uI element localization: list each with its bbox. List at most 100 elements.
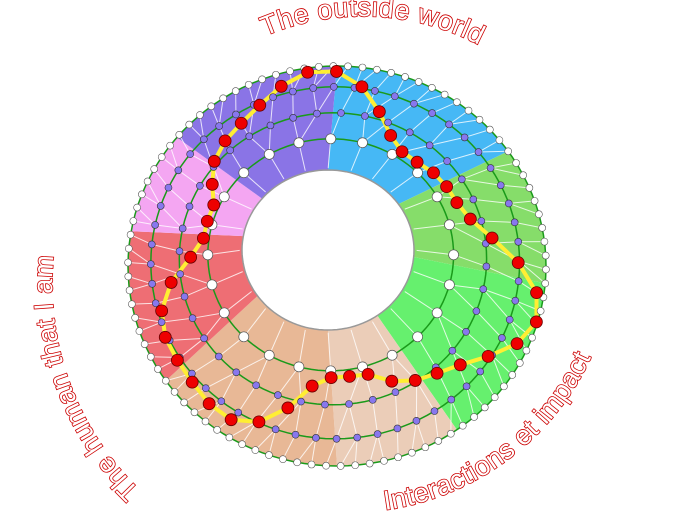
outer-node bbox=[154, 365, 162, 373]
spoke bbox=[491, 354, 513, 376]
spoke bbox=[501, 337, 521, 364]
mid-node bbox=[393, 424, 402, 433]
spoke bbox=[481, 220, 515, 223]
outer-node bbox=[207, 102, 216, 111]
mid-node bbox=[252, 381, 260, 390]
spoke bbox=[413, 224, 450, 230]
mid-node bbox=[180, 292, 189, 301]
mid-node bbox=[510, 218, 519, 227]
spoke bbox=[404, 196, 438, 210]
outer-node bbox=[126, 230, 135, 239]
nodes bbox=[124, 62, 550, 470]
spoke bbox=[340, 437, 358, 467]
path-node bbox=[529, 315, 543, 329]
mid-node bbox=[274, 391, 282, 399]
inner-node bbox=[412, 331, 423, 343]
spoke bbox=[409, 112, 433, 133]
spoke bbox=[413, 94, 445, 105]
spoke bbox=[253, 79, 263, 105]
path-node bbox=[184, 250, 198, 264]
spoke bbox=[229, 421, 257, 438]
path-node bbox=[343, 369, 356, 383]
mid-node bbox=[291, 430, 300, 439]
mid-node bbox=[289, 113, 297, 122]
spoke bbox=[449, 224, 486, 244]
outer-node bbox=[336, 462, 345, 470]
spoke bbox=[508, 200, 535, 204]
spoke bbox=[236, 354, 270, 373]
mid-node bbox=[148, 280, 156, 288]
spoke bbox=[298, 329, 306, 367]
outer-node bbox=[146, 352, 155, 361]
spoke bbox=[415, 420, 426, 448]
inner-node bbox=[386, 148, 398, 160]
mid-node bbox=[511, 296, 520, 305]
mid-node bbox=[337, 109, 345, 117]
outer-node bbox=[387, 69, 395, 77]
spoke bbox=[130, 234, 153, 245]
outer-node bbox=[480, 403, 489, 412]
outer-node bbox=[196, 111, 204, 119]
mid-node bbox=[462, 382, 471, 391]
mid-node bbox=[368, 396, 377, 404]
spoke bbox=[394, 392, 398, 429]
outer-node bbox=[541, 279, 550, 288]
inner-node bbox=[431, 307, 443, 319]
spoke bbox=[461, 167, 491, 180]
spoke bbox=[311, 437, 317, 465]
spoke bbox=[135, 317, 162, 323]
outer-node bbox=[272, 70, 280, 79]
spoke bbox=[476, 310, 503, 339]
mid-node bbox=[289, 87, 297, 96]
outer-node bbox=[458, 421, 467, 430]
mid-node bbox=[496, 181, 505, 190]
mid-node bbox=[373, 430, 382, 438]
path-node bbox=[440, 180, 454, 194]
spoke bbox=[429, 136, 465, 146]
mid-node bbox=[188, 314, 197, 322]
outer-node bbox=[486, 125, 494, 134]
outer-node bbox=[131, 313, 139, 322]
outer-node bbox=[170, 388, 179, 396]
outer-node bbox=[133, 203, 141, 212]
outer-node bbox=[322, 461, 330, 470]
path-node bbox=[510, 337, 524, 350]
path-node bbox=[200, 214, 214, 228]
mid-node bbox=[498, 334, 506, 342]
outer-node bbox=[143, 177, 152, 186]
spoke bbox=[191, 356, 220, 374]
outer-node bbox=[175, 130, 184, 139]
spoke bbox=[155, 296, 185, 304]
spoke bbox=[312, 87, 318, 114]
spoke bbox=[453, 254, 487, 267]
mid-node bbox=[390, 92, 399, 101]
outer-node bbox=[138, 190, 146, 199]
mid-node bbox=[412, 416, 421, 425]
spoke bbox=[404, 291, 438, 314]
spoke bbox=[394, 81, 419, 97]
spoke bbox=[483, 288, 516, 302]
mid-node bbox=[458, 175, 466, 184]
mid-node bbox=[514, 277, 523, 285]
outer-node bbox=[190, 408, 199, 417]
outer-node bbox=[124, 258, 132, 267]
spoke bbox=[205, 400, 222, 422]
outer-node bbox=[150, 165, 159, 173]
outer-node bbox=[538, 224, 546, 232]
path-node bbox=[224, 413, 238, 427]
mid-node bbox=[232, 368, 241, 377]
path-node bbox=[355, 80, 369, 94]
spoke bbox=[449, 119, 480, 125]
spoke bbox=[354, 437, 358, 466]
spoke bbox=[461, 178, 501, 186]
spoke bbox=[473, 198, 509, 204]
spoke bbox=[509, 319, 533, 339]
outer-node bbox=[408, 448, 416, 457]
spoke bbox=[413, 271, 450, 286]
spoke bbox=[169, 145, 179, 171]
spoke bbox=[466, 386, 475, 418]
outer-node bbox=[535, 210, 543, 219]
path-node bbox=[274, 79, 288, 93]
outer-node bbox=[542, 265, 550, 274]
mid-node bbox=[447, 395, 456, 404]
